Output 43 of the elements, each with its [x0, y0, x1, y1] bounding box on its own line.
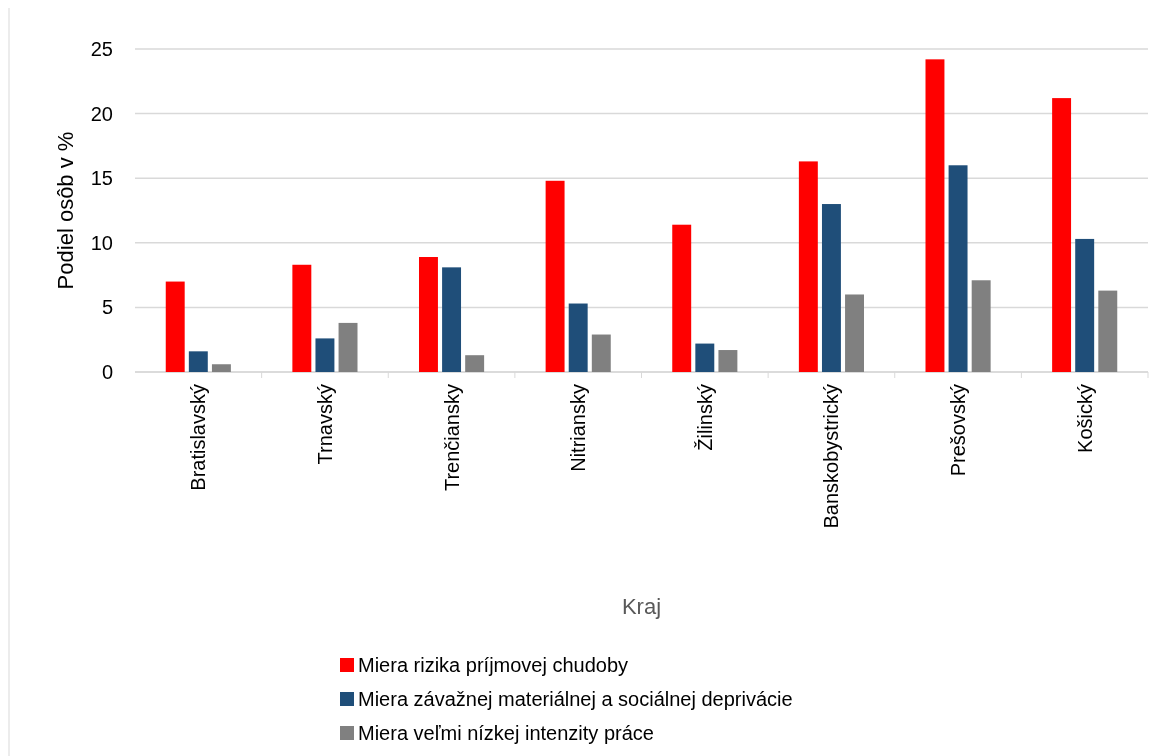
x-tick-label: Nitriansky [567, 384, 590, 472]
x-tick-label: Banskobystrický [820, 384, 843, 529]
bar [672, 224, 692, 372]
bar [1075, 238, 1095, 372]
bar [845, 294, 864, 372]
x-tick-label: Prešovský [947, 384, 970, 477]
y-tick-label: 5 [101, 296, 113, 319]
bar [1098, 290, 1118, 372]
bar [211, 364, 231, 372]
bar [718, 350, 738, 372]
x-tick-label: Bratislavský [187, 384, 210, 491]
bar [188, 351, 208, 372]
y-tick-label: 25 [90, 38, 113, 60]
bar [971, 280, 991, 372]
bar [695, 343, 715, 372]
bar [591, 334, 611, 372]
legend-label: Miera závažnej materiálnej a sociálnej deprivácie [358, 688, 793, 710]
x-tick-label: Trenčiansky [440, 384, 463, 492]
x-tick-label: Košický [1073, 384, 1096, 453]
bar [1052, 98, 1072, 372]
y-axis-title: Podiel osôb v % [53, 131, 78, 290]
bar [948, 165, 968, 372]
bar [821, 204, 841, 372]
bar [568, 303, 588, 372]
x-tick-label: Žilinský [693, 384, 716, 451]
y-tick-label: 15 [90, 167, 113, 190]
legend-label: Miera veľmi nízkej intenzity práce [358, 722, 654, 744]
y-tick-label: 10 [90, 231, 113, 254]
bar [925, 59, 945, 372]
bar [798, 161, 818, 372]
bar [292, 264, 312, 372]
legend-label: Miera rizika príjmovej chudoby [358, 654, 629, 676]
y-tick-label: 0 [101, 361, 113, 383]
bar [545, 180, 565, 372]
bar [315, 338, 335, 372]
bar [419, 257, 438, 372]
bar [338, 322, 358, 372]
x-axis-title: Kraj [621, 594, 662, 619]
bar [465, 355, 485, 372]
bar [442, 267, 462, 372]
y-tick-label: 20 [90, 102, 113, 125]
x-tick-label: Trnavský [313, 384, 336, 465]
bar [165, 281, 185, 372]
